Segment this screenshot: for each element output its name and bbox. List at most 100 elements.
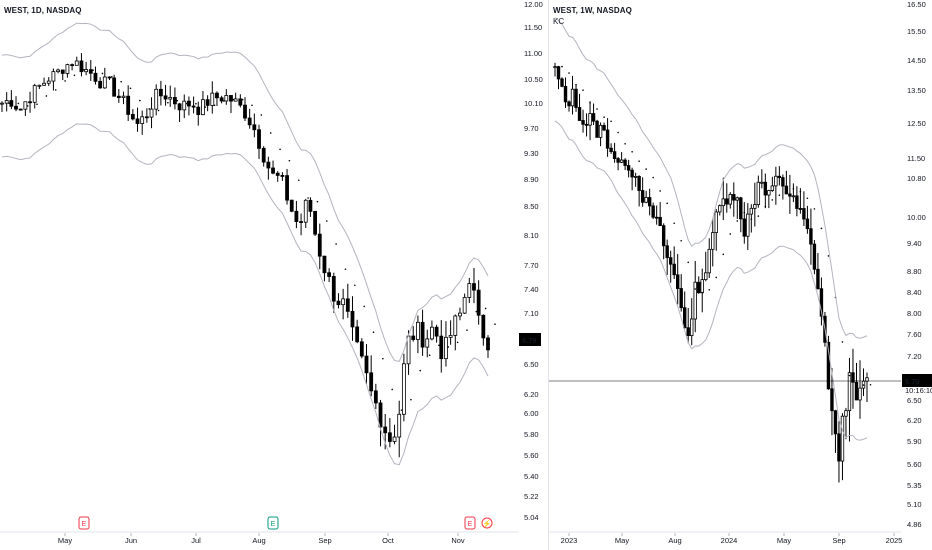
candle-body: [453, 315, 458, 336]
candle-body: [690, 318, 694, 337]
candle-body: [56, 69, 60, 73]
keltner-mid-dot: [701, 291, 704, 294]
candle-body: [753, 204, 757, 209]
keltner-mid-dot: [54, 89, 57, 91]
candle-body: [411, 335, 416, 340]
candle-body: [345, 298, 350, 312]
y-tick-label: 8.80: [907, 267, 922, 276]
keltner-mid-dot: [391, 388, 394, 391]
y-tick-label: 5.60: [524, 451, 539, 460]
y-tick-label: 5.40: [524, 472, 539, 481]
y-tick-label: 10.50: [524, 75, 543, 84]
y-tick-label: 14.50: [907, 56, 926, 65]
candle-body: [163, 95, 168, 100]
candle-body: [854, 381, 859, 401]
keltner-mid-dot: [120, 80, 122, 83]
keltner-mid-dot: [307, 197, 309, 199]
keltner-mid-dot: [354, 284, 356, 287]
candle-body: [472, 283, 476, 291]
candle-body: [760, 181, 764, 184]
y-tick-label: 9.30: [524, 149, 539, 158]
y-tick-label: 5.22: [524, 492, 539, 501]
weekly-chart-svg[interactable]: 16.50 15.50 14.50 13.50 12.50 11.50 10.80 10.00…: [549, 0, 932, 550]
candle-body: [266, 161, 271, 169]
candle-body: [130, 114, 135, 120]
y-tick-label: 13.50: [907, 86, 926, 95]
keltner-mid-dot: [316, 200, 319, 203]
candle-body: [826, 341, 831, 390]
candle-body: [355, 326, 360, 343]
keltner-mid-dot: [582, 89, 584, 91]
candle-body: [238, 98, 243, 106]
candle-body: [595, 120, 599, 138]
candle-body: [462, 297, 467, 314]
candle-body: [201, 99, 205, 116]
y-tick-label: 6.00: [524, 409, 539, 418]
x-tick-label: May: [615, 536, 629, 545]
candle-body: [32, 85, 37, 103]
keltner-mid-dot: [715, 276, 718, 279]
y-tick-label: 15.50: [907, 27, 926, 36]
candle-body: [28, 101, 32, 104]
keltner-mid-dot: [419, 369, 422, 372]
candle-body: [158, 88, 163, 97]
keltner-mid-dot: [862, 384, 865, 386]
candle-body: [770, 185, 775, 191]
candle-body: [149, 108, 154, 118]
candle-body: [570, 88, 575, 107]
y-tick-label: 5.35: [907, 481, 922, 490]
keltner-mid-dot: [806, 197, 809, 200]
event-label: ⚡: [483, 519, 492, 528]
keltner-mid-dot: [185, 102, 188, 105]
candle-body: [401, 363, 406, 415]
keltner-mid-dot: [494, 323, 496, 326]
keltner-mid-dot: [848, 374, 851, 377]
candle-body: [322, 255, 327, 274]
candle-body: [458, 312, 462, 317]
keltner-mid-dot: [813, 208, 816, 210]
daily-chart-svg[interactable]: 12.00 11.50 11.00 10.50 10.10 9.70 9.30 8.90 8.5…: [0, 0, 548, 550]
weekly-chart-pane[interactable]: 16.50 15.50 14.50 13.50 12.50 11.50 10.80 10.00…: [548, 0, 932, 550]
candle-body: [313, 210, 317, 235]
candle-body: [609, 147, 613, 153]
candle-body: [746, 213, 750, 237]
keltner-mid-dot: [645, 168, 647, 170]
keltner-mid-dot: [680, 239, 683, 242]
candle-body: [173, 97, 177, 105]
candle-body: [795, 195, 799, 209]
keltner-mid-dot: [624, 142, 626, 145]
keltner-mid-dot: [666, 202, 668, 205]
y-tick-label: 7.60: [907, 330, 922, 339]
candle-body: [481, 314, 486, 339]
candle-body: [70, 64, 74, 67]
candle-body: [675, 274, 680, 289]
candle-body: [619, 159, 624, 163]
candle-body: [359, 341, 364, 357]
candle-body: [285, 175, 289, 201]
candle-body: [626, 165, 631, 171]
event-label: E: [82, 521, 87, 528]
earnings-event-icon: [267, 516, 279, 530]
candle-body: [0, 102, 4, 105]
candle-body: [651, 205, 655, 218]
y-tick-label: 5.04: [524, 513, 539, 522]
candle-body: [135, 118, 140, 124]
keltner-mid-dot: [617, 131, 619, 134]
candle-body: [623, 159, 627, 166]
candle-body: [668, 257, 673, 265]
candle-body: [224, 95, 229, 102]
keltner-mid-dot: [129, 87, 132, 90]
y-tick-label: 8.40: [907, 288, 922, 297]
weekly-indicator-label: KC: [553, 17, 565, 26]
daily-chart-pane[interactable]: 12.00 11.50 11.00 10.50 10.10 9.70 9.30 8.90 8.5…: [0, 0, 548, 550]
keltner-mid-dot: [764, 205, 767, 208]
y-tick-label: 11.00: [524, 49, 542, 58]
y-tick-label: 6.20: [907, 416, 922, 425]
keltner-mid-dot: [438, 344, 440, 347]
keltner-upper-band: [1, 22, 489, 362]
candle-body: [98, 80, 103, 89]
candle-body: [781, 177, 785, 187]
earnings-event-icon: [464, 516, 476, 530]
candle-body: [858, 387, 862, 401]
candle-body: [644, 197, 648, 203]
